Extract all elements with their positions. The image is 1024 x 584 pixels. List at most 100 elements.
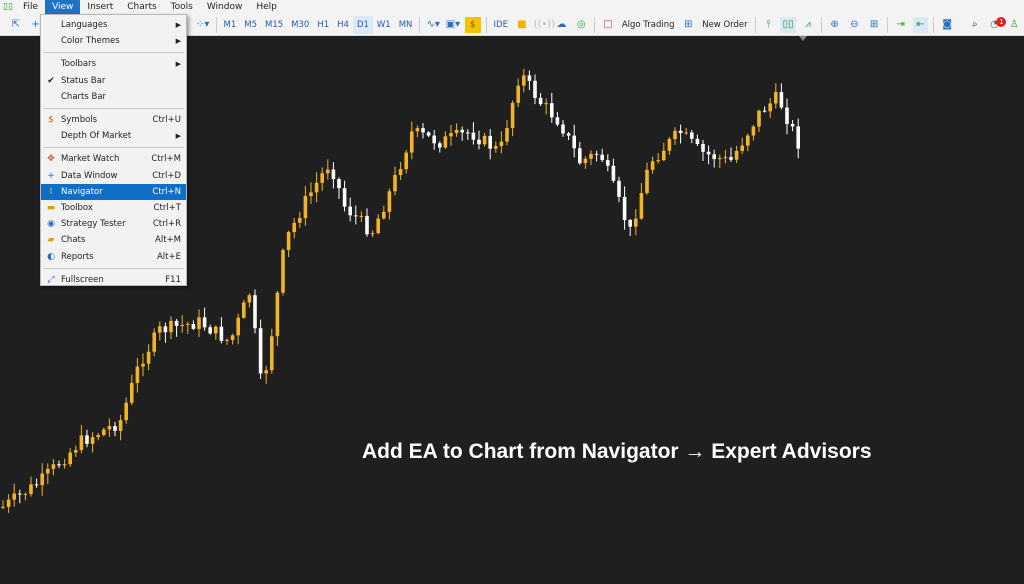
menu-item-chats[interactable]: ▰ Chats Alt+M [41, 232, 186, 248]
menu-item-languages[interactable]: Languages ▶ [41, 17, 186, 33]
screenshot-icon[interactable]: ◙ [942, 18, 953, 30]
algo-trading-icon[interactable]: □ [603, 18, 613, 30]
menu-item-market-watch[interactable]: ✥ Market Watch Ctrl+M [41, 151, 186, 167]
strategy-tester-icon: ◉ [47, 219, 55, 230]
menu-item-label: Chats [61, 235, 86, 246]
candle-body [370, 233, 375, 235]
account-icon[interactable]: ♙ [1009, 18, 1019, 30]
candle-body [589, 153, 593, 159]
timeframe-m1[interactable]: M1 [223, 19, 237, 30]
zoom-out-icon[interactable]: ⊖ [850, 18, 859, 30]
candle-body [186, 324, 190, 326]
search-icon[interactable]: ⌕ [971, 18, 978, 30]
candle-body [376, 218, 380, 234]
menu-item-label: Toolbox [61, 202, 93, 213]
fullscreen-icon: ⤢ [47, 274, 55, 285]
candle-body [421, 128, 425, 133]
candle-body [673, 130, 677, 140]
chart-shift-icon[interactable]: ⇤ [912, 16, 929, 33]
algo-trading-button[interactable]: Algo Trading [621, 19, 675, 30]
menu-item-strategy-tester[interactable]: ◉ Strategy Tester Ctrl+R [41, 216, 186, 232]
candle-body [656, 160, 660, 162]
menu-item-color-themes[interactable]: Color Themes ▶ [41, 33, 186, 49]
candlestick-icon[interactable]: ▯▯ [780, 16, 797, 33]
candle-body [516, 85, 520, 103]
chart-shift-marker[interactable] [799, 36, 807, 41]
crosshair-icon[interactable]: + [31, 18, 40, 30]
menu-item-label: Data Window [61, 170, 118, 181]
menu-item-shortcut: Ctrl+U [152, 115, 181, 126]
menu-item-data-window[interactable]: + Data Window Ctrl+D [41, 168, 186, 184]
market-icon[interactable]: ■ [517, 18, 527, 30]
menu-item-fullscreen[interactable]: ⤢ Fullscreen F11 [41, 272, 186, 288]
candle-body [18, 493, 22, 495]
menu-view[interactable]: View [45, 0, 81, 14]
menu-item-shortcut: Alt+M [155, 235, 181, 246]
menu-insert[interactable]: Insert [87, 2, 114, 12]
auto-scroll-icon[interactable]: ⇥ [896, 18, 905, 30]
templates-icon[interactable]: ▣▾ [445, 18, 461, 30]
candle-body [107, 426, 112, 430]
candle-body [639, 193, 644, 219]
zoom-in-icon[interactable]: ⊕ [830, 18, 839, 30]
tile-windows-icon[interactable]: ⊞ [869, 18, 879, 30]
candle-body [270, 336, 274, 371]
candle-body [600, 154, 604, 161]
candle-body [118, 420, 123, 431]
candle-body [393, 175, 397, 192]
menu-item-symbols[interactable]: $ Symbols Ctrl+U [41, 112, 186, 128]
menu-item-reports[interactable]: ◐ Reports Alt+E [41, 248, 186, 264]
candle-body [292, 222, 296, 233]
line-chart-icon[interactable]: ⩘ [805, 18, 811, 30]
timeframe-m5[interactable]: M5 [244, 19, 257, 30]
timeframe-mn[interactable]: MN [398, 19, 413, 30]
timeframe-m30[interactable]: M30 [291, 19, 310, 30]
cursor-icon[interactable]: ⇱ [11, 18, 21, 30]
view-menu-dropdown: Languages ▶ Color Themes ▶ Toolbars ▶ ✔ Status … [40, 14, 187, 286]
candle-body [578, 148, 582, 164]
vps-cloud-icon[interactable]: ☁ [556, 18, 567, 30]
notifications-icon[interactable]: ◔ 1 [987, 16, 1007, 33]
ide-button[interactable]: IDE [493, 19, 508, 30]
menu-item-toolbox[interactable]: ▬ Toolbox Ctrl+T [41, 200, 186, 216]
menu-window[interactable]: Window [206, 2, 243, 12]
candle-body [387, 191, 392, 212]
candle-body [102, 429, 106, 436]
timeframe-h4[interactable]: H4 [337, 19, 349, 30]
candle-body [634, 218, 638, 227]
timeframe-h1[interactable]: H1 [317, 19, 330, 30]
menu-divider [43, 267, 184, 269]
candle-body [208, 327, 212, 334]
menu-help[interactable]: Help [256, 2, 277, 12]
indicators-icon[interactable]: ∿▾ [426, 18, 440, 30]
community-icon[interactable]: ◎ [576, 18, 586, 30]
candle-body [404, 152, 408, 170]
candle-body [723, 157, 728, 159]
candle-body [432, 135, 436, 144]
timeframe-d1[interactable]: D1 [352, 15, 373, 34]
candle-body [522, 75, 526, 86]
candle-body [258, 328, 263, 374]
signals-icon[interactable]: ((•)) [533, 18, 556, 30]
menu-file[interactable]: File [23, 2, 39, 12]
new-order-icon[interactable]: ⊞ [684, 18, 693, 30]
menu-item-navigator[interactable]: ⁞ Navigator Ctrl+N [41, 183, 186, 200]
new-order-button[interactable]: New Order [702, 19, 748, 30]
candle-body [174, 320, 179, 326]
menu-item-charts-bar[interactable]: Charts Bar [41, 89, 186, 105]
candle-body [701, 143, 705, 152]
candle-body [365, 215, 369, 235]
menu-tools[interactable]: Tools [170, 2, 193, 12]
menu-item-status-bar[interactable]: ✔ Status Bar [41, 73, 186, 89]
bar-chart-icon[interactable]: ⫯ [766, 18, 771, 30]
candle-body [622, 196, 627, 220]
menu-item-depth-of-market[interactable]: Depth Of Market ▶ [41, 128, 186, 144]
timeframe-m15[interactable]: M15 [265, 19, 284, 30]
menu-charts[interactable]: Charts [127, 2, 157, 12]
candle-body [46, 468, 50, 474]
symbols-icon[interactable]: $ [464, 16, 481, 33]
navigator-icon: ⁞ [49, 186, 53, 197]
menu-item-toolbars[interactable]: Toolbars ▶ [41, 56, 186, 72]
objects-icon[interactable]: ⁘▾ [195, 18, 210, 30]
timeframe-w1[interactable]: W1 [376, 19, 391, 30]
